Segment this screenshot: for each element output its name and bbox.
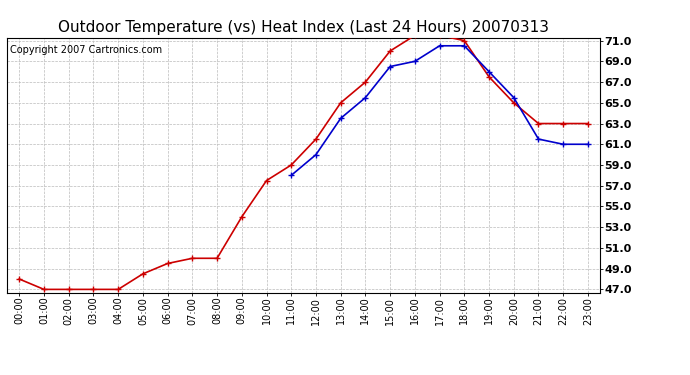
Title: Outdoor Temperature (vs) Heat Index (Last 24 Hours) 20070313: Outdoor Temperature (vs) Heat Index (Las… [58, 20, 549, 35]
Text: Copyright 2007 Cartronics.com: Copyright 2007 Cartronics.com [10, 45, 162, 55]
